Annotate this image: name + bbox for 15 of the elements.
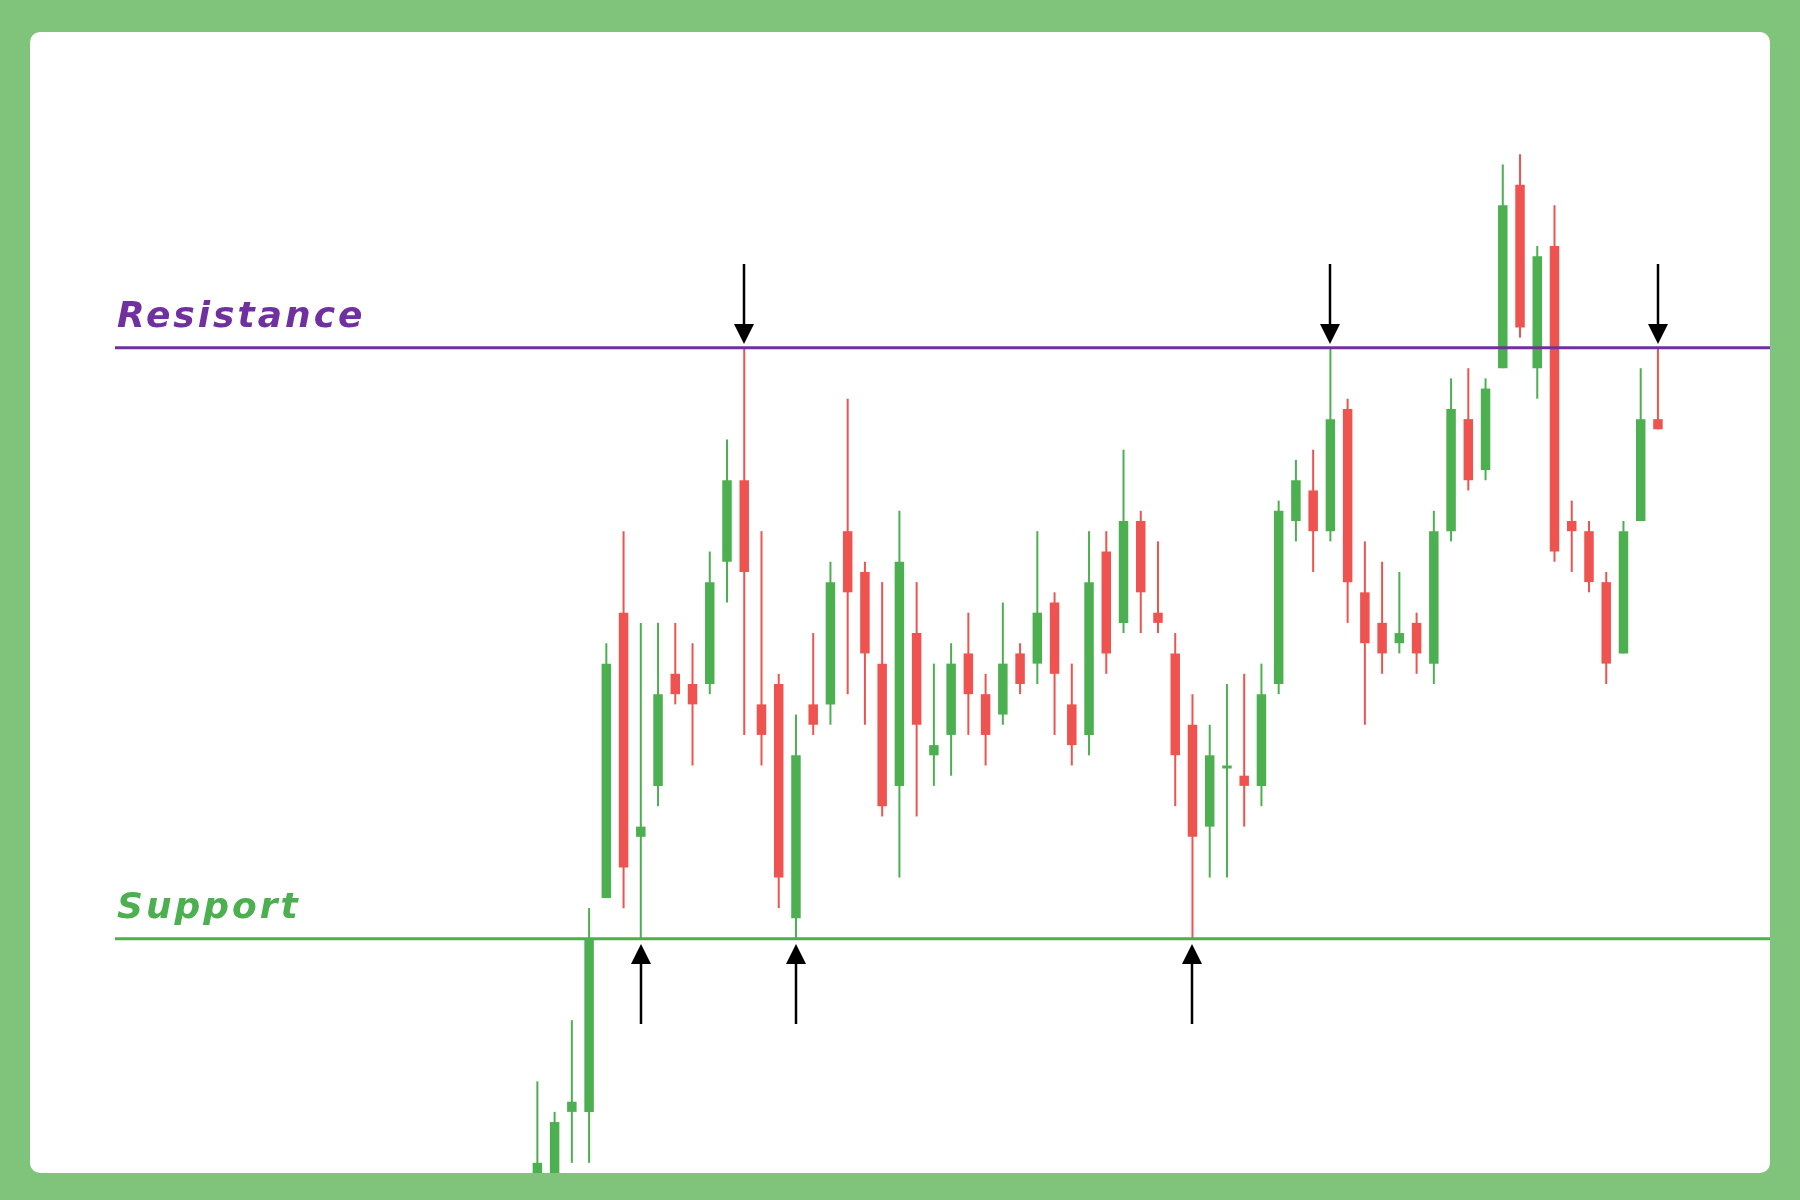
- candlestick: [567, 1019, 577, 1164]
- candlestick: [532, 1080, 543, 1173]
- candlestick: [808, 632, 818, 736]
- candlestick: [687, 642, 698, 767]
- candlestick: [1567, 499, 1577, 573]
- candlestick: [929, 662, 939, 787]
- candlestick: [1239, 672, 1249, 828]
- candlestick: [1653, 346, 1663, 431]
- candlestick: [1222, 683, 1232, 879]
- ref-line-label: Resistance: [117, 294, 366, 336]
- candlestick: [1153, 540, 1163, 635]
- candlestick: [1394, 570, 1405, 655]
- candlestick: [670, 621, 681, 706]
- candlestick: [756, 530, 767, 767]
- ref-line-label: Support: [117, 885, 301, 927]
